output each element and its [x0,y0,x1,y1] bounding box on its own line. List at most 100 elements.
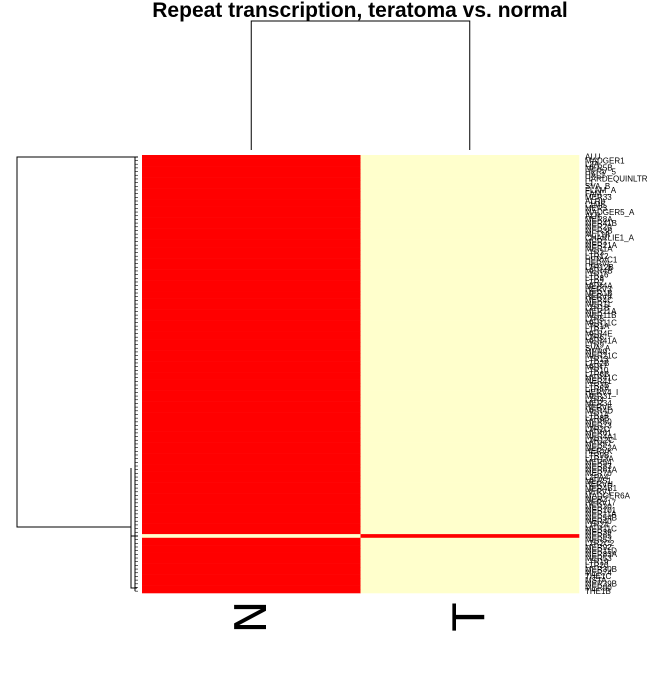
row-label: LTR9 [585,340,605,349]
row-label: MER57 [585,440,612,449]
heatmap-cell [142,350,361,355]
heatmap-cell [142,578,361,583]
heatmap-cell [142,552,361,557]
heatmap-cell [142,383,361,388]
heatmap-cell [360,302,580,307]
heatmap-cell [142,331,361,336]
row-label: FLAM_A [585,186,617,195]
heatmap-cell [142,497,361,502]
row-label: MER5B [585,164,613,173]
row-label: LTR13A [585,454,614,463]
row-label: LTR2 [585,278,605,287]
heatmap-cell [142,567,361,572]
heatmap-cell [360,497,580,502]
column-dendrogram-branch [250,20,471,150]
row-label: L1PA4 [585,473,609,482]
row-label: HERV_5 [585,167,617,176]
row-label: ALU [585,153,601,162]
row-label: MLT1A [585,230,611,239]
heatmap-cell [360,563,580,568]
heatmap-cell [142,556,361,561]
heatmap-cell [142,570,361,575]
heatmap-cell [142,195,361,200]
heatmap-cell [360,184,580,189]
heatmap-cell [142,401,361,406]
heatmap-cell [142,313,361,318]
heatmap-cell [360,589,580,594]
heatmap-cell [360,405,580,410]
heatmap-cell [360,309,580,314]
row-label: LTR5 [585,315,605,324]
heatmap-cell [142,416,361,421]
heatmap-cell [142,155,361,159]
row-label: MER51 [585,477,612,486]
heatmap-cell [360,530,580,535]
heatmap-cell [360,166,580,171]
heatmap-cell [142,224,361,229]
row-label: LTR1B [585,304,609,313]
row-label: MER39 [585,528,612,537]
row-label: MER61A [585,465,618,474]
heatmap-cell [142,408,361,413]
heatmap-cell [142,471,361,476]
heatmap-cell [360,512,580,517]
heatmap-cell [360,545,580,550]
heatmap-cell [142,390,361,395]
row-label: HAL1 [585,171,606,180]
heatmap-cell [142,372,361,377]
row-label: MER1B [585,289,613,298]
row-label: ALRb [585,197,606,206]
heatmap-cell [142,199,361,204]
row-label: MER90 [585,583,612,592]
heatmap-cells [142,155,580,594]
heatmap-cell [360,416,580,421]
heatmap-cell [142,162,361,167]
heatmap-cell [360,327,580,332]
row-label: MER8A [585,215,613,224]
heatmap-cell [142,254,361,259]
row-label: MADGER5_A [585,208,635,217]
heatmap-cell [360,523,580,528]
heatmap-cell [142,342,361,347]
row-label: LTR6 [585,333,605,342]
heatmap-cell [360,342,580,347]
heatmap-cell [360,578,580,583]
row-label: LTR13 [585,355,609,364]
heatmap-cell [142,460,361,465]
row-label: MER83 [585,462,612,471]
heatmap-cell [360,173,580,178]
heatmap-cell [360,394,580,399]
heatmap-cell [360,482,580,487]
heatmap-cell [142,298,361,303]
row-label: MER41 [585,377,612,386]
heatmap-cell [142,302,361,307]
row-label: MER65 [585,532,612,541]
row-label: THE1B [585,587,611,596]
heatmap-cell [360,272,580,277]
heatmap-cell [142,449,361,454]
heatmap-cell [142,512,361,517]
heatmap-cell [360,464,580,469]
row-label: MER11A [585,510,617,519]
heatmap-cell [142,269,361,274]
heatmap-cell [142,545,361,550]
heatmap-cell [142,327,361,332]
heatmap-cell [142,335,361,340]
row-label: LTR14 [585,410,609,419]
heatmap-cell [142,283,361,288]
heatmap-cell [142,261,361,266]
row-label: MER50 [585,418,612,427]
heatmap-cell [360,335,580,340]
heatmap-cell [142,287,361,292]
heatmap-cell [142,368,361,373]
heatmap-cell [360,559,580,564]
heatmap-cell [142,478,361,483]
heatmap-cell [360,199,580,204]
row-label: MER11C [585,318,617,327]
heatmap-cell [360,372,580,377]
heatmap-cell [142,504,361,509]
row-label: HERV3 [585,285,612,294]
row-label: MER4B [585,267,613,276]
row-label: MER33 [585,193,612,202]
row-label: LTR2C2 [585,539,615,548]
